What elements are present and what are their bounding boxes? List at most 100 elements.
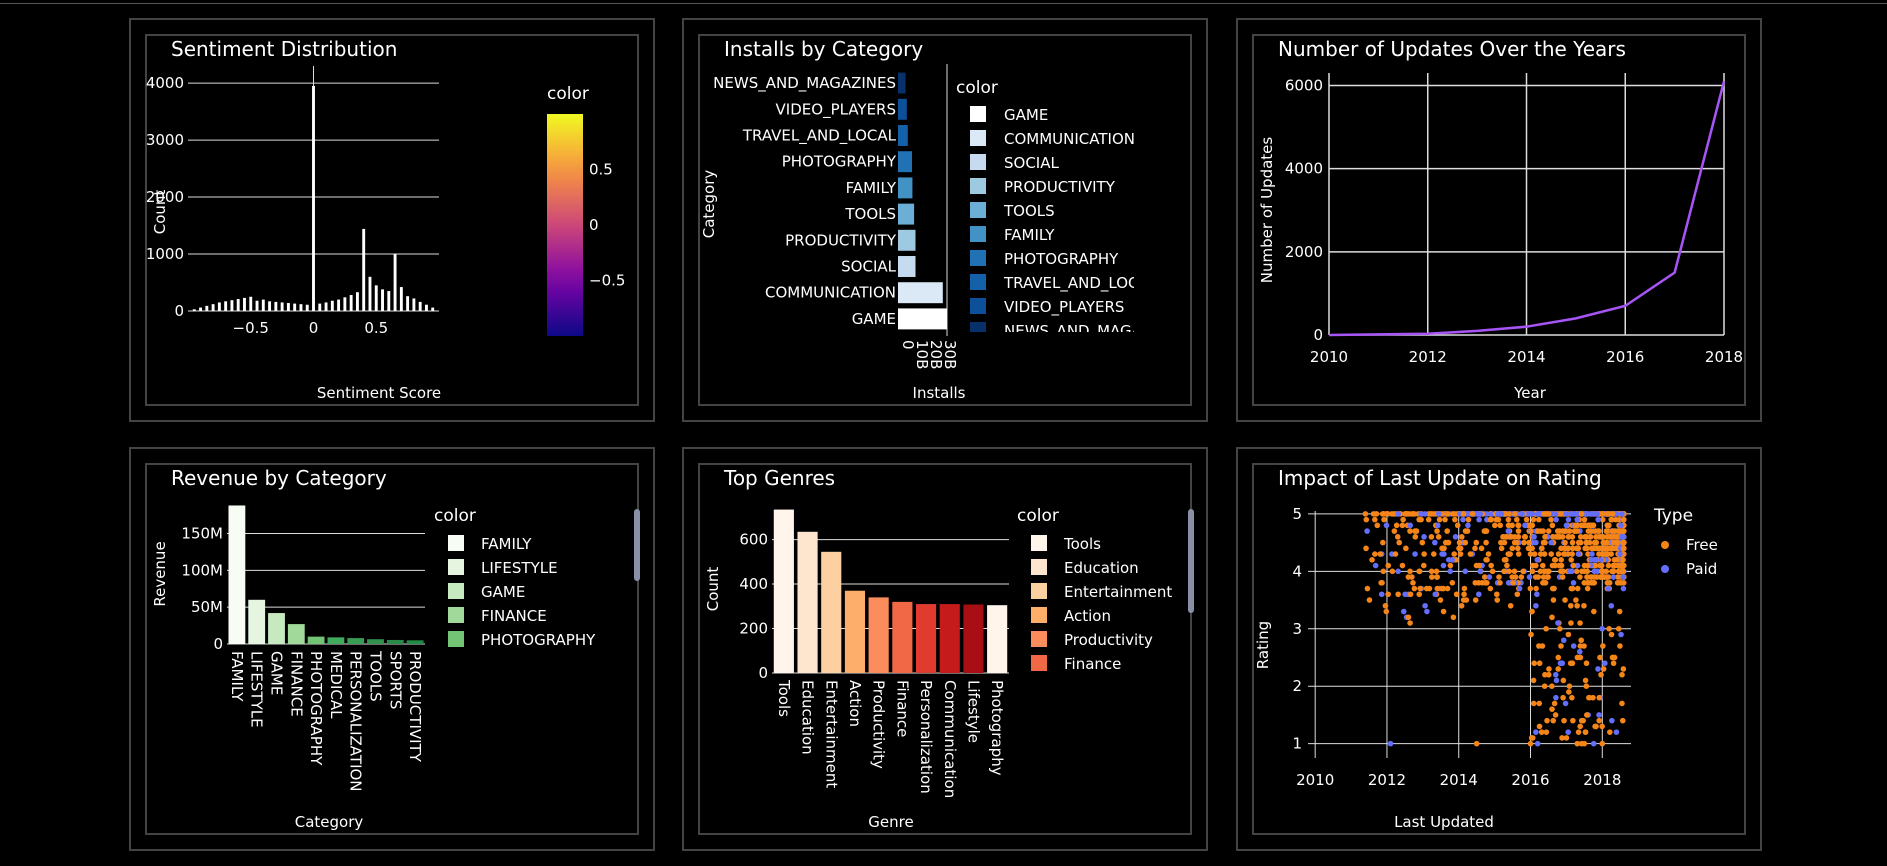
genres-legend-scrollbar[interactable] [1188,509,1194,613]
rating-point [1544,574,1550,580]
rating-point [1620,539,1627,546]
genres-legend-item: Entertainment [1064,583,1172,601]
rating-point [1372,562,1379,569]
rating-point [1566,528,1573,534]
rating-point [1577,723,1583,730]
rating-point [1566,689,1572,695]
rating-point [1569,545,1576,552]
rating-point [1435,522,1441,529]
revenue-xtick: TOOLS [367,650,385,702]
rating-point [1593,534,1599,540]
rating-point [1514,591,1521,598]
revenue-legend-title: color [434,506,476,526]
rating-point [1515,522,1522,529]
revenue-legend-swatch [448,607,464,623]
rating-point [1584,580,1591,586]
revenue-xtick: MEDICAL [327,651,345,719]
rating-point [1594,545,1600,552]
rating-point [1457,545,1464,552]
rating-point [1402,591,1408,598]
genres-ytick: 400 [739,575,768,593]
rating-point [1573,597,1579,603]
rating-point [1531,534,1537,540]
rating-point [1507,602,1514,609]
rating-point [1568,557,1575,563]
rating-point [1585,562,1591,569]
rating-point [1561,717,1567,724]
rating-point [1381,516,1387,523]
rating-xtick: 2018 [1583,771,1621,789]
genres-legend-title: color [1017,506,1059,526]
rating-point [1460,511,1467,517]
rating-point [1473,562,1480,569]
installs-ytick: TRAVEL_AND_LOCAL [742,127,897,146]
rating-point [1548,551,1555,557]
rating-point [1482,528,1489,534]
sentiment-panel: Sentiment Distribution Sentiment Score C… [129,18,655,422]
genres-xtick: Education [799,680,817,755]
rating-point [1527,585,1534,592]
sentiment-bar [355,292,359,311]
rating-point [1562,700,1569,707]
revenue-ytick: 150M [181,524,223,542]
sentiment-bar [280,302,284,311]
rating-point [1593,723,1599,730]
rating-point [1558,643,1564,649]
installs-legend-title: color [956,78,998,98]
rating-legend-title: Type [1653,506,1693,526]
rating-point [1544,717,1550,724]
rating-point [1619,511,1625,517]
rating-point [1537,568,1544,575]
genres-legend-item: Tools [1063,535,1101,553]
rating-point [1597,654,1603,661]
rating-point [1574,545,1580,552]
revenue-xtick: PHOTOGRAPHY [307,651,325,766]
rating-point [1435,511,1442,517]
genres-ylabel: Count [704,567,722,612]
rating-point [1450,614,1457,621]
rating-point [1599,568,1605,575]
rating-point [1600,666,1607,672]
rating-point [1503,534,1509,540]
rating-point [1605,585,1612,592]
rating-point [1606,625,1612,632]
installs-legend-swatch [970,250,986,266]
rating-point [1369,557,1375,563]
revenue-legend-scrollbar[interactable] [634,509,640,581]
rating-point [1384,511,1390,517]
installs-legend-swatch [970,178,986,194]
rating-point [1501,568,1507,575]
genres-bar [963,604,984,673]
rating-point [1599,516,1606,523]
installs-ytick: SOCIAL [841,258,896,276]
rating-legend-item: Paid [1686,560,1717,578]
rating-point [1515,551,1522,557]
revenue-panel: Revenue by Category Category Revenue col… [129,447,655,851]
rating-point [1534,740,1541,747]
rating-point [1451,551,1458,557]
rating-ylabel: Rating [1254,621,1272,669]
rating-point [1585,551,1591,557]
rating-point [1568,585,1575,592]
rating-point [1526,574,1533,580]
rating-point [1540,539,1547,546]
installs-legend[interactable]: GAME COMMUNICATION SOCIAL PRODUCTIVITY TOOLS… [970,106,1187,341]
rating-point [1418,516,1424,523]
rating-xtick: 2014 [1440,771,1478,789]
sentiment-bar [224,301,228,311]
rating-point [1473,740,1480,747]
rating-point [1541,683,1548,689]
rating-point [1377,551,1384,557]
installs-bar [898,229,916,251]
rating-point [1442,539,1449,546]
genres-ytick: 0 [758,664,768,682]
updates-xlabel: Year [1513,384,1547,402]
rating-point [1604,522,1611,529]
rating-point [1618,631,1624,638]
rating-point [1389,568,1396,575]
revenue-bar [287,624,305,644]
rating-point [1583,683,1590,689]
rating-point [1570,580,1577,586]
rating-point [1562,539,1568,546]
rating-point [1528,631,1534,638]
